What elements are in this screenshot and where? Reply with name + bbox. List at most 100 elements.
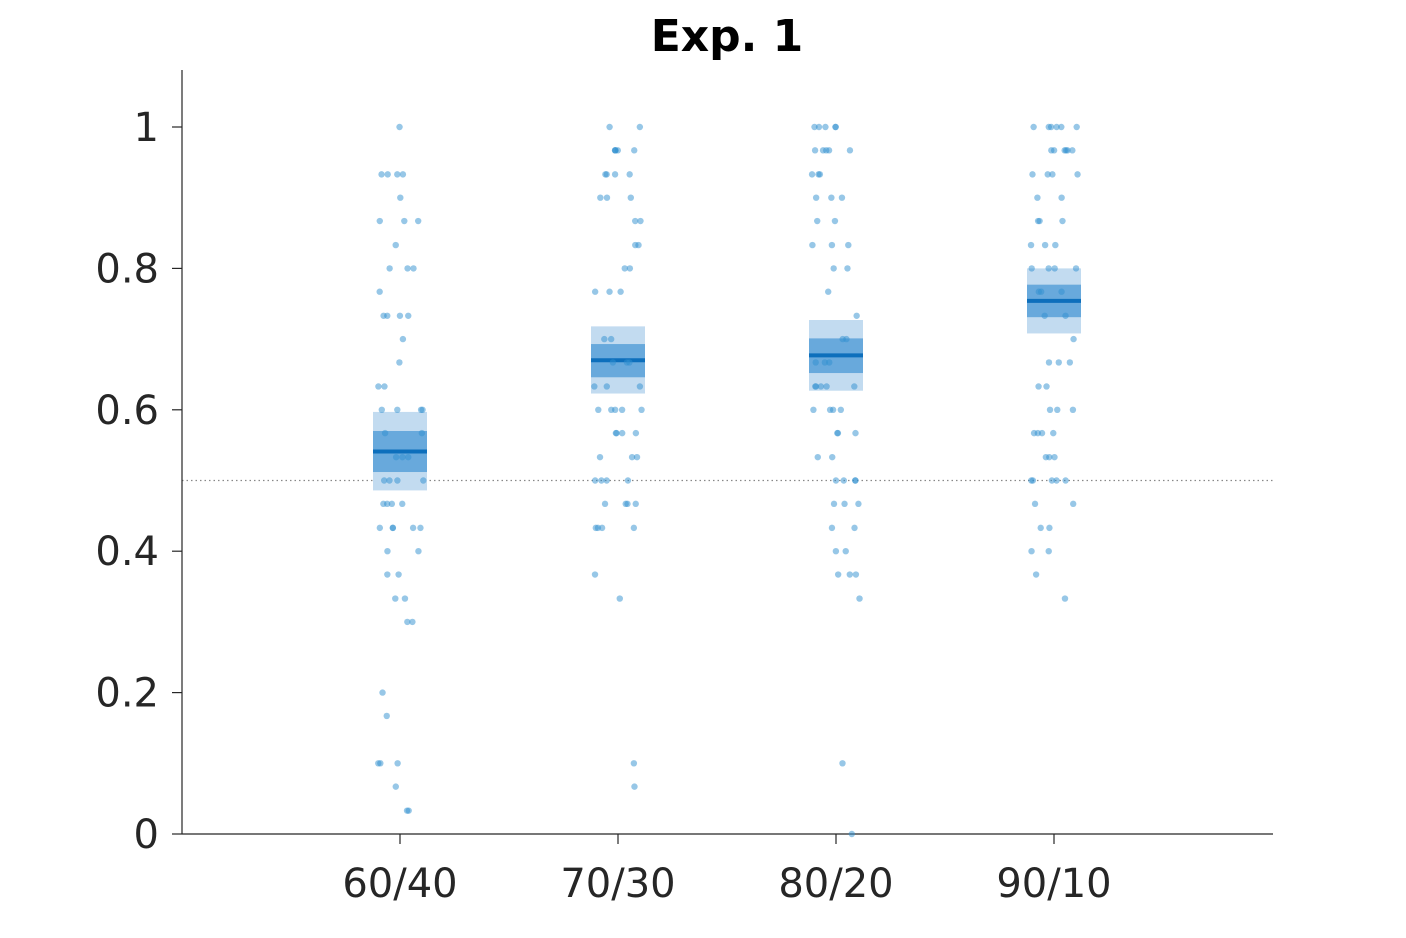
- data-point: [848, 830, 856, 838]
- data-point: [606, 123, 613, 131]
- data-point: [832, 548, 840, 555]
- data-point: [378, 406, 385, 413]
- data-point: [1062, 312, 1069, 319]
- y-tick-label: 0.6: [95, 388, 159, 434]
- y-tick-label: 1: [134, 105, 159, 151]
- data-point: [855, 500, 862, 508]
- data-point: [632, 241, 639, 249]
- data-point: [417, 524, 424, 532]
- data-point: [399, 453, 406, 461]
- data-point: [630, 524, 638, 532]
- data-point: [621, 265, 628, 272]
- data-point: [613, 429, 620, 437]
- data-point: [852, 477, 859, 484]
- data-point: [1045, 548, 1052, 555]
- data-point: [594, 524, 602, 532]
- data-point: [1045, 265, 1052, 272]
- data-point: [602, 171, 609, 178]
- data-point: [815, 123, 823, 131]
- data-point: [598, 477, 605, 484]
- data-point: [1066, 359, 1074, 366]
- data-point: [396, 312, 404, 319]
- data-point: [392, 783, 399, 790]
- data-point: [380, 500, 387, 508]
- data-point: [392, 453, 400, 461]
- data-point: [822, 123, 829, 131]
- data-point: [851, 383, 858, 390]
- data-point: [595, 406, 602, 413]
- data-point: [823, 383, 830, 390]
- data-point: [397, 194, 404, 201]
- data-point: [808, 171, 816, 178]
- data-point: [828, 241, 836, 249]
- data-point: [1048, 477, 1056, 484]
- data-point: [851, 524, 858, 532]
- data-point: [405, 312, 412, 319]
- data-point: [817, 383, 825, 390]
- data-point: [837, 406, 845, 413]
- data-point: [631, 147, 638, 154]
- data-point: [632, 217, 639, 225]
- data-point: [1050, 429, 1057, 437]
- data-point: [386, 477, 393, 484]
- data-point: [636, 123, 644, 131]
- data-point: [379, 689, 386, 696]
- data-point: [628, 453, 636, 461]
- data-point: [404, 618, 411, 626]
- y-tick-label: 0.2: [95, 671, 159, 717]
- data-point: [1037, 288, 1045, 295]
- data-point: [633, 453, 641, 461]
- data-point: [612, 147, 619, 154]
- data-point: [392, 595, 399, 602]
- data-point: [831, 217, 839, 225]
- data-point: [637, 217, 644, 225]
- data-point: [376, 524, 384, 532]
- data-point: [852, 429, 859, 437]
- data-point: [825, 288, 832, 295]
- data-point: [1053, 123, 1060, 131]
- data-point: [1053, 477, 1060, 484]
- data-point: [394, 760, 401, 767]
- data-point: [409, 524, 417, 532]
- data-point: [403, 807, 411, 814]
- data-point: [394, 171, 401, 178]
- data-point: [812, 359, 819, 366]
- data-point: [1034, 194, 1041, 201]
- data-point: [838, 194, 846, 201]
- data-point: [601, 335, 608, 343]
- data-point: [388, 500, 396, 508]
- data-point: [394, 477, 401, 484]
- data-point: [630, 760, 638, 767]
- data-point: [1046, 406, 1054, 413]
- data-point: [816, 171, 824, 178]
- data-point: [1035, 383, 1042, 390]
- data-point: [1059, 217, 1066, 225]
- data-point: [809, 241, 816, 249]
- data-point: [626, 359, 633, 366]
- data-point: [380, 312, 387, 319]
- chart-title: Exp. 1: [651, 11, 804, 62]
- data-point: [420, 477, 427, 484]
- data-point: [611, 406, 619, 413]
- data-point: [814, 453, 821, 461]
- data-point: [622, 500, 629, 508]
- data-point: [1036, 217, 1043, 225]
- data-point: [1058, 288, 1065, 295]
- data-point: [856, 595, 863, 602]
- data-point: [389, 524, 397, 532]
- data-point: [846, 571, 853, 578]
- data-point: [636, 383, 644, 390]
- data-point: [404, 265, 411, 272]
- data-point: [392, 241, 399, 249]
- data-point: [375, 383, 382, 390]
- data-point: [419, 406, 426, 413]
- data-point: [1028, 548, 1035, 555]
- data-point: [814, 217, 821, 225]
- data-point: [1045, 123, 1052, 131]
- data-point: [1028, 265, 1035, 272]
- data-point: [396, 123, 403, 131]
- data-point: [1061, 147, 1068, 154]
- data-point: [384, 548, 391, 555]
- data-point: [834, 429, 841, 437]
- data-point: [597, 194, 604, 201]
